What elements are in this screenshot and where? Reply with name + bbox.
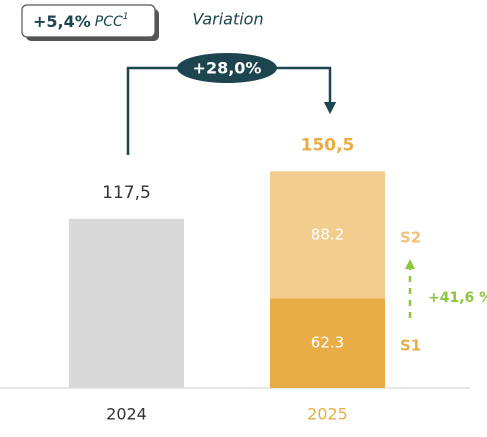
- pcc-box: [21, 4, 156, 38]
- series-label: S1: [400, 337, 421, 355]
- variation-label: Variation: [192, 10, 263, 29]
- pcc-value: +5,4%: [33, 12, 91, 31]
- bar-segment: [270, 298, 385, 388]
- total-label: 117,5: [102, 183, 151, 203]
- variation-badge: [177, 53, 277, 83]
- variation-value: +28,0%: [193, 59, 262, 78]
- pcc-note: 1: [123, 12, 129, 22]
- total-label: 150,5: [301, 135, 355, 155]
- growth-label: +41,6 %: [428, 290, 487, 306]
- bar-segment: [270, 171, 385, 299]
- x-tick-label: 2024: [106, 405, 147, 424]
- segment-value-label: 88.2: [311, 225, 344, 243]
- pcc-annotation: +5,4% PCC1: [33, 12, 129, 31]
- segment-value-label: 62.3: [311, 334, 344, 352]
- bar-segment: [69, 218, 184, 388]
- series-label: S2: [400, 228, 421, 246]
- pcc-text: PCC: [95, 14, 123, 30]
- x-tick-label: 2025: [307, 405, 348, 424]
